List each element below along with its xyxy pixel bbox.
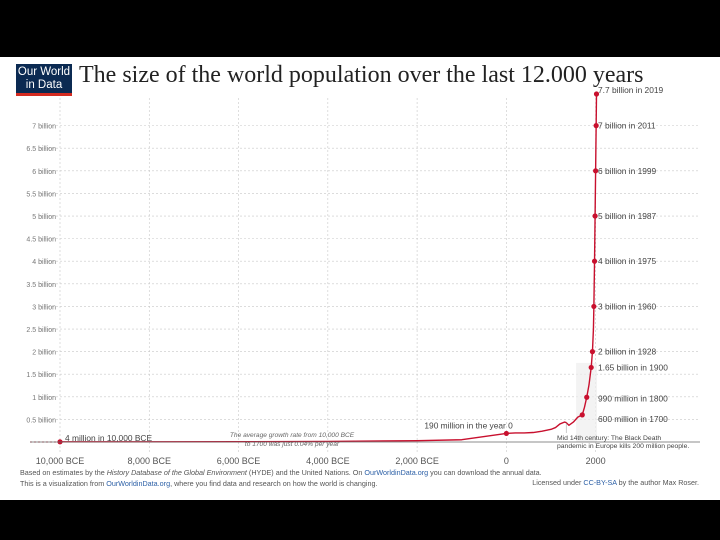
- footer-line-1: Based on estimates by the History Databa…: [20, 467, 542, 478]
- data-point: [591, 258, 598, 264]
- y-tick-label: 6.5 billion: [26, 146, 56, 153]
- license-link[interactable]: CC-BY-SA: [583, 478, 617, 487]
- data-point: [503, 430, 509, 437]
- y-tick-label: 2.5 billion: [26, 327, 56, 334]
- y-tick-label: 3 billion: [32, 304, 56, 311]
- footer-text: Based on estimates by the: [20, 468, 107, 477]
- x-tick-label: 10,000 BCE: [36, 456, 85, 466]
- x-tick-label: 2,000 BCE: [395, 456, 439, 466]
- notes-group: 4 million in 10,000 BCE 190 million in th…: [65, 85, 689, 450]
- data-point: [593, 123, 599, 129]
- y-tick-label: 4 billion: [32, 259, 56, 266]
- chart-title: The size of the world population over th…: [79, 62, 644, 88]
- owid-link[interactable]: OurWorldinData.org: [364, 468, 429, 477]
- x-axis-ticks: 10,000 BCE 8,000 BCE 6,000 BCE 4,000 BCE 2,0…: [30, 441, 700, 466]
- annotation-label: 3 billion in 1960: [598, 301, 657, 311]
- y-tick-label: 5 billion: [32, 214, 56, 221]
- footer-text: , where you find data and research on ho…: [170, 479, 378, 488]
- y-tick-label: 7 billion: [32, 124, 56, 131]
- annotation-label: 7 billion in 2011: [598, 121, 656, 131]
- growth-rate-note: The average growth rate from 10,000 BCE: [230, 432, 355, 439]
- annotation-label: 4 billion in 1975: [598, 256, 657, 266]
- data-point: [589, 349, 596, 355]
- y-tick-label: 6 billion: [32, 169, 56, 176]
- x-tick-label: 8,000 BCE: [128, 456, 172, 466]
- footer-line-2: This is a visualization from OurWorldinD…: [20, 478, 542, 489]
- footer-source: Based on estimates by the History Databa…: [20, 467, 542, 489]
- y-tick-label: 4.5 billion: [26, 237, 56, 244]
- footer-text: you can download the annual data.: [428, 468, 542, 477]
- growth-rate-note: to 1700 was just 0.04% per year: [245, 441, 340, 448]
- grid-lines: [40, 98, 700, 453]
- annotation-label: 5 billion in 1987: [598, 211, 657, 221]
- owid-logo: Our World in Data: [16, 64, 72, 96]
- footer-text: (HYDE) and the United Nations. On: [246, 468, 365, 477]
- data-point: [593, 91, 600, 97]
- annotation-label: 7.7 billion in 2019: [598, 85, 664, 95]
- annotation-label: 1.65 billion in 1900: [598, 362, 668, 372]
- y-tick-label: 0.5 billion: [26, 417, 56, 424]
- slide-background: [0, 57, 720, 500]
- series-group: [30, 91, 600, 445]
- modern-era-shade: [576, 362, 597, 442]
- data-point: [588, 364, 594, 371]
- data-point: [593, 168, 599, 174]
- owid-link[interactable]: OurWorldinData.org: [106, 479, 171, 488]
- y-tick-label: 5.5 billion: [26, 191, 56, 198]
- annotation-label: 600 million in 1700: [598, 414, 668, 424]
- population-line: [59, 93, 598, 443]
- data-point: [584, 394, 590, 400]
- footer-license: Licensed under CC-BY-SA by the author Ma…: [532, 478, 699, 487]
- logo-line-2: in Data: [25, 79, 63, 91]
- x-tick-label: 4,000 BCE: [306, 456, 350, 466]
- black-death-note: Mid 14th century: The Black Death: [557, 435, 661, 442]
- footer-text: This is a visualization from: [20, 479, 107, 488]
- y-tick-label: 3.5 billion: [26, 282, 56, 289]
- x-tick-label: 6,000 BCE: [217, 456, 261, 466]
- annotation-label: 4 million in 10,000 BCE: [65, 433, 152, 443]
- x-tick-label: 2000: [586, 456, 606, 466]
- data-point: [592, 213, 598, 219]
- annotation-label: 190 million in the year 0: [424, 420, 513, 430]
- y-axis-ticks: 0.5 billion 1 billion 1.5 billion 2 billion…: [26, 124, 56, 425]
- annotation-label: 2 billion in 1928: [598, 347, 657, 357]
- license-text: Licensed under: [532, 478, 584, 487]
- annotation-label: 990 million in 1800: [598, 393, 668, 403]
- shaded-region: [576, 362, 597, 442]
- license-text: by the author Max Roser.: [616, 478, 699, 487]
- y-tick-label: 1.5 billion: [26, 372, 56, 379]
- black-death-note: pandemic in Europe kills 200 million peo…: [557, 443, 689, 450]
- y-tick-label: 2 billion: [32, 350, 56, 357]
- y-tick-label: 1 billion: [32, 395, 56, 402]
- hyde-source: History Database of the Global Environme…: [106, 468, 247, 477]
- data-point: [579, 412, 585, 418]
- data-point: [591, 303, 597, 310]
- logo-line-1: Our World: [17, 66, 71, 78]
- x-tick-label: 0: [504, 456, 509, 466]
- annotation-label: 6 billion in 1999: [598, 166, 657, 176]
